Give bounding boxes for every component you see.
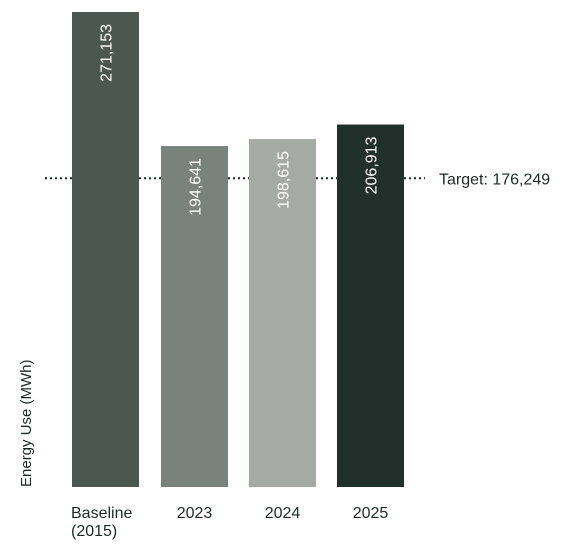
bar-value-label: 206,913 [364,136,381,194]
y-axis-title: Energy Use (MWh) [18,359,35,487]
bar [337,124,404,488]
bar-value-label: 271,153 [99,24,116,82]
x-tick-label: Baseline (2015) [71,505,132,540]
bar [72,12,139,487]
x-tick-labels: Baseline (2015) 2023 2024 2025 [71,505,388,540]
target-label: Target: 176,249 [439,171,550,188]
x-tick-label: 2025 [353,505,389,522]
bar-value-label: 194,641 [188,158,205,216]
x-tick-label: 2023 [177,505,213,522]
bar [249,139,316,488]
bar [161,146,228,487]
value-labels-group: 271,153 194,641 198,615 206,913 [99,24,381,216]
bar-value-label: 198,615 [276,151,293,209]
x-tick-label: 2024 [265,505,301,522]
bars-group [72,12,404,488]
